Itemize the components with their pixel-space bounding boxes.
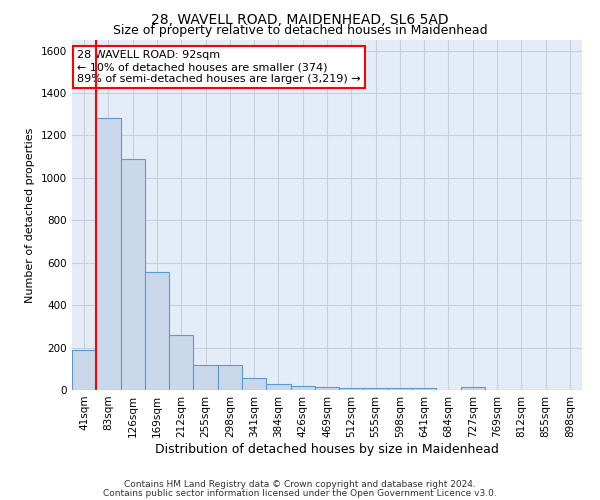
Text: Size of property relative to detached houses in Maidenhead: Size of property relative to detached ho… xyxy=(113,24,487,37)
Bar xyxy=(218,364,242,390)
Bar xyxy=(145,272,169,390)
Text: 28, WAVELL ROAD, MAIDENHEAD, SL6 5AD: 28, WAVELL ROAD, MAIDENHEAD, SL6 5AD xyxy=(151,12,449,26)
Bar xyxy=(315,387,339,390)
Bar xyxy=(290,386,315,390)
Bar xyxy=(412,388,436,390)
Bar xyxy=(339,388,364,390)
Bar xyxy=(72,350,96,390)
Bar xyxy=(193,364,218,390)
Bar xyxy=(461,387,485,390)
Bar xyxy=(364,388,388,390)
Bar xyxy=(121,159,145,390)
Y-axis label: Number of detached properties: Number of detached properties xyxy=(25,128,35,302)
Bar xyxy=(266,384,290,390)
Text: Contains public sector information licensed under the Open Government Licence v3: Contains public sector information licen… xyxy=(103,490,497,498)
Text: 28 WAVELL ROAD: 92sqm
← 10% of detached houses are smaller (374)
89% of semi-det: 28 WAVELL ROAD: 92sqm ← 10% of detached … xyxy=(77,50,361,84)
X-axis label: Distribution of detached houses by size in Maidenhead: Distribution of detached houses by size … xyxy=(155,442,499,456)
Bar xyxy=(169,335,193,390)
Bar xyxy=(388,388,412,390)
Bar xyxy=(96,118,121,390)
Bar xyxy=(242,378,266,390)
Text: Contains HM Land Registry data © Crown copyright and database right 2024.: Contains HM Land Registry data © Crown c… xyxy=(124,480,476,489)
